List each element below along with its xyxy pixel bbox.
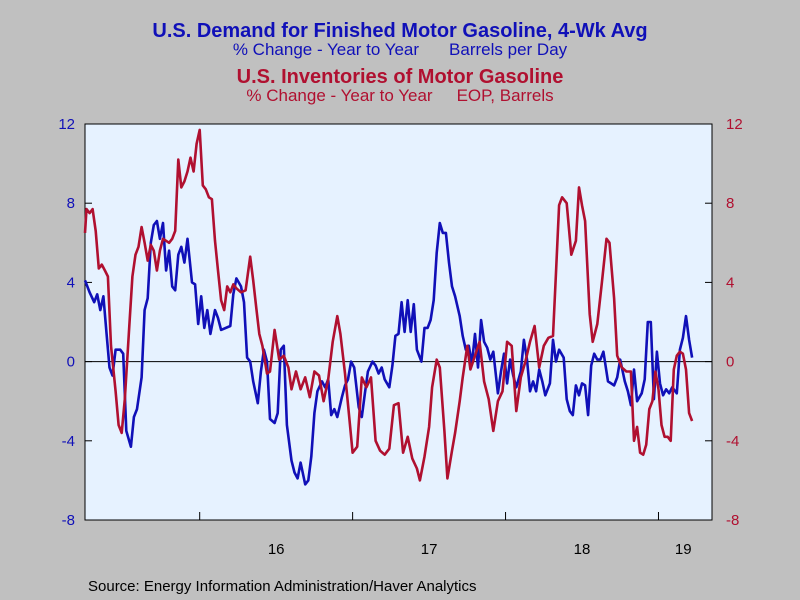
left-tick-label: 12: [58, 116, 75, 133]
source-note: Source: Energy Information Administratio…: [88, 578, 477, 595]
right-tick-label: 4: [726, 274, 734, 291]
series-layer: [83, 128, 694, 486]
left-tick-label: 0: [67, 354, 75, 371]
left-tick-label: 4: [67, 274, 75, 291]
chart-subtitle-demand: % Change - Year to Year Barrels per Day: [0, 40, 800, 60]
x-tick-label: 18: [574, 541, 591, 558]
chart-title-inventories: U.S. Inventories of Motor Gasoline: [236, 66, 564, 88]
series-line-inventories: [83, 128, 694, 482]
x-tick-label: 16: [268, 541, 285, 558]
right-tick-label: -4: [726, 433, 739, 450]
chart-title-demand: U.S. Demand for Finished Motor Gasoline,…: [152, 20, 648, 42]
x-tick-label: 19: [675, 541, 692, 558]
x-tick-label: 17: [421, 541, 438, 558]
left-tick-label: -8: [62, 512, 75, 529]
right-tick-label: 12: [726, 116, 743, 133]
subtitle-inventories-units: % Change - Year to Year: [246, 86, 433, 105]
left-tick-label: 8: [67, 195, 75, 212]
right-tick-label: -8: [726, 512, 739, 529]
axes: 12 8 4 0 -4 -8 12 8 4 0 -4 -8 16 17 18 19: [58, 116, 742, 558]
series-line-demand: [83, 219, 694, 486]
right-tick-label: 0: [726, 354, 734, 371]
subtitle-demand-measure: Barrels per Day: [449, 40, 568, 59]
right-tick-label: 8: [726, 195, 734, 212]
chart-subtitle-inventories: % Change - Year to Year EOP, Barrels: [0, 86, 800, 106]
subtitle-inventories-measure: EOP, Barrels: [456, 86, 554, 105]
subtitle-demand-units: % Change - Year to Year: [232, 40, 420, 59]
left-tick-label: -4: [62, 433, 75, 450]
